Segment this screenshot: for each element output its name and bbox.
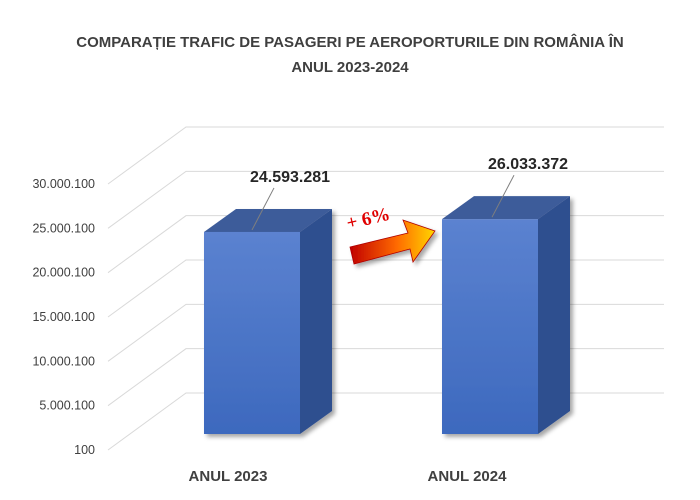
bar-side-face [300, 208, 332, 434]
bar-front-face [204, 231, 300, 434]
y-tick-label: 5.000.100 [39, 399, 95, 413]
category-label: ANUL 2023 [189, 468, 268, 485]
bar-side-face [538, 196, 570, 434]
y-tick-label: 20.000.100 [32, 266, 95, 280]
bar-top-face [442, 196, 570, 220]
bar-top-face [204, 208, 332, 232]
y-tick-label: 10.000.100 [32, 354, 95, 368]
bar [204, 208, 332, 434]
chart-title: COMPARAȚIE TRAFIC DE PASAGERI PE AEROPOR… [40, 30, 660, 80]
gridline [107, 348, 664, 407]
gridline [107, 303, 664, 362]
arrow-right-icon [349, 219, 436, 265]
gridline [107, 392, 664, 451]
growth-label: + 6% [344, 204, 392, 234]
data-labels: 24.593.281 26.033.372 [250, 156, 568, 231]
data-label: 26.033.372 [488, 156, 568, 173]
gridlines [107, 126, 664, 451]
y-tick-label: 15.000.100 [32, 310, 95, 324]
category-label: ANUL 2024 [428, 468, 508, 485]
bar-front-face [442, 219, 538, 434]
gridline [107, 259, 664, 318]
x-axis-category-labels: ANUL 2023 ANUL 2024 [189, 468, 508, 485]
y-tick-label: 30.000.100 [32, 177, 95, 191]
chart-title-line-1: COMPARAȚIE TRAFIC DE PASAGERI PE AEROPOR… [76, 34, 624, 51]
bars [204, 196, 570, 434]
data-label: 24.593.281 [250, 169, 330, 186]
y-tick-label: 25.000.100 [32, 221, 95, 235]
bar [442, 196, 570, 434]
growth-annotation: + 6% [344, 204, 436, 265]
y-axis-tick-labels: 100 5.000.100 10.000.100 15.000.100 20.000.1… [32, 177, 95, 457]
y-tick-label: 100 [74, 443, 95, 457]
gridline [107, 126, 664, 185]
data-label-leader [251, 187, 275, 231]
gridline [107, 170, 664, 229]
chart-title-line-2: ANUL 2023-2024 [291, 59, 409, 76]
data-label-leader [491, 174, 515, 218]
